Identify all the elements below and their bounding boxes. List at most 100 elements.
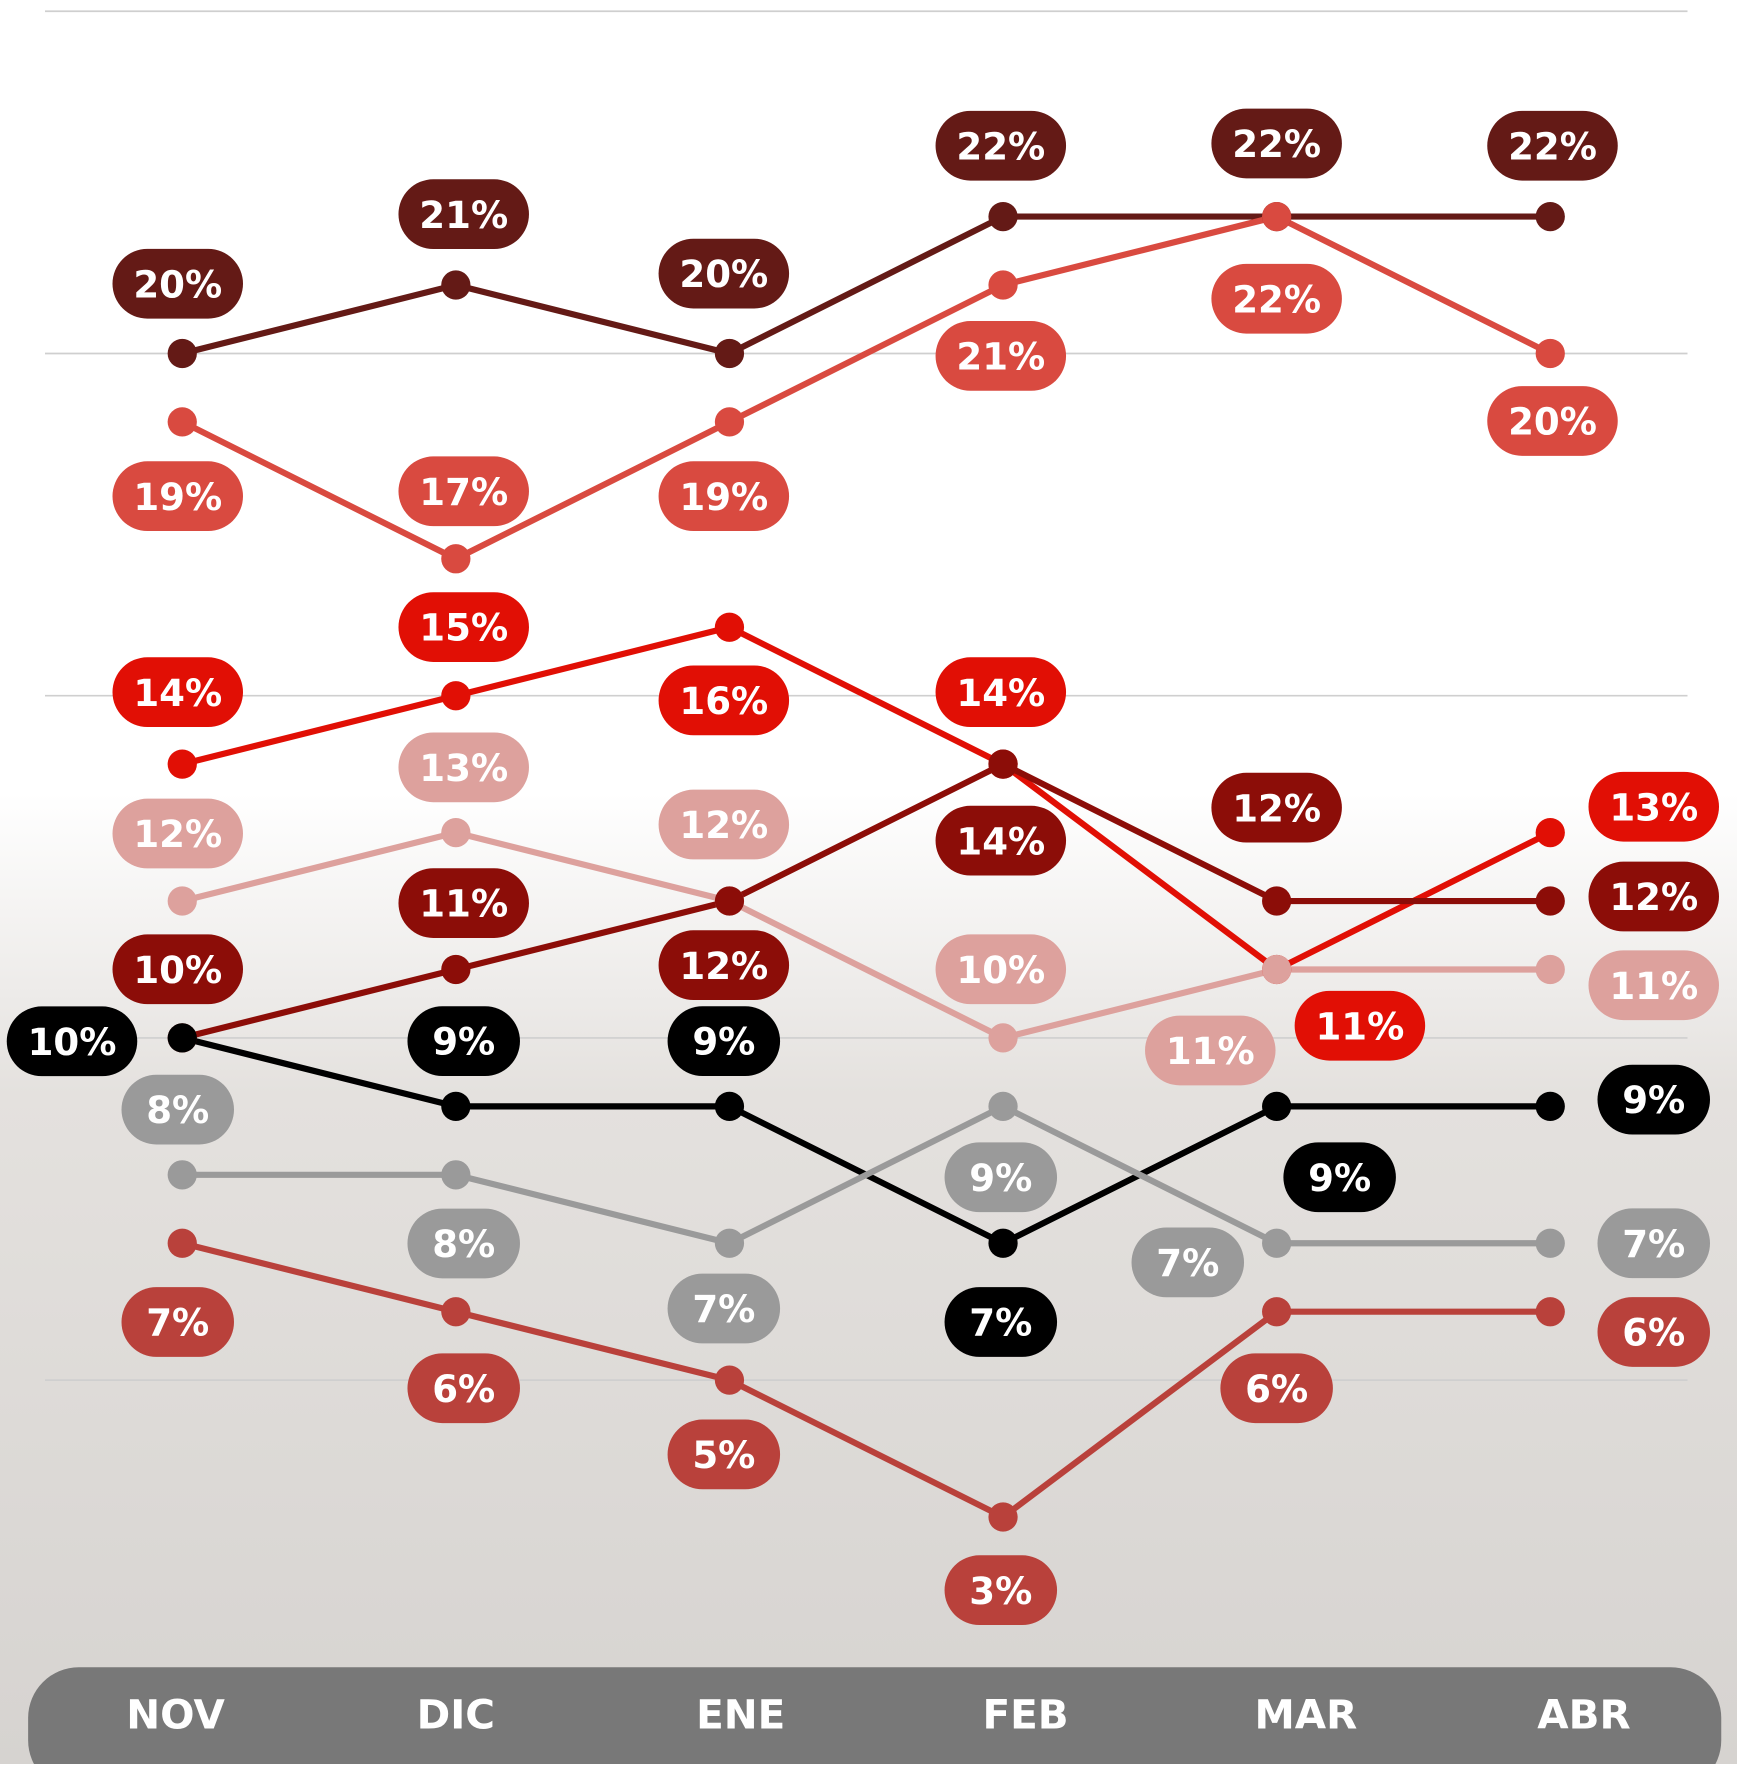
label-pill — [1211, 263, 1342, 334]
label-pill — [1220, 1353, 1333, 1424]
label-pill — [1211, 772, 1342, 843]
data-labels: 20% 21% 20% 22% 22% 22% 19% 17% 19% 21% 22% 20% 14% 1… — [6, 108, 1719, 1626]
label-pill — [944, 1142, 1058, 1213]
data-point — [1535, 201, 1565, 232]
data-label: 12% — [679, 804, 768, 847]
data-label: 16% — [679, 680, 768, 723]
label-pill — [658, 238, 790, 309]
data-point — [1262, 1091, 1292, 1121]
data-label: 17% — [419, 471, 508, 514]
data-point — [167, 1160, 197, 1190]
data-point — [1535, 1091, 1565, 1121]
label-pill — [1588, 771, 1719, 842]
data-label: 6% — [1622, 1312, 1685, 1355]
label-pill — [1211, 108, 1342, 179]
data-label: 11% — [419, 883, 508, 926]
x-tick-label: DIC — [417, 1691, 495, 1739]
data-label: 6% — [1245, 1368, 1308, 1411]
data-label: 20% — [1508, 401, 1597, 444]
data-label: 9% — [969, 1157, 1032, 1200]
data-point — [441, 544, 471, 574]
label-pill — [658, 789, 790, 860]
data-point — [167, 407, 197, 437]
data-label: 5% — [692, 1434, 755, 1477]
data-label: 15% — [419, 607, 508, 650]
label-pill — [935, 657, 1067, 728]
label-pill — [1597, 1297, 1710, 1367]
data-point — [714, 886, 745, 916]
x-tick-label: FEB — [982, 1691, 1068, 1739]
label-pill — [1131, 1227, 1245, 1298]
data-label: 6% — [432, 1368, 495, 1411]
label-pill — [658, 461, 790, 532]
label-pill — [407, 1006, 520, 1076]
data-point — [167, 1228, 197, 1258]
label-pill — [1597, 1208, 1710, 1279]
data-label: 12% — [1232, 787, 1321, 830]
data-label: 12% — [133, 813, 222, 856]
data-label: 22% — [1232, 278, 1321, 321]
label-pill — [112, 798, 243, 869]
label-pill — [658, 665, 790, 736]
label-pill — [935, 805, 1067, 876]
label-pill — [407, 1208, 520, 1279]
data-point — [167, 1023, 197, 1053]
label-pill — [1283, 1142, 1396, 1213]
data-point — [1262, 1228, 1292, 1258]
data-label: 7% — [1156, 1242, 1219, 1285]
data-label: 12% — [1609, 876, 1698, 919]
series-line — [181, 761, 1551, 1041]
label-pill — [398, 868, 529, 938]
label-pill — [398, 592, 529, 662]
data-point — [441, 270, 471, 300]
label-pill — [1294, 990, 1426, 1061]
data-label: 10% — [133, 949, 222, 992]
x-tick-label: ABR — [1537, 1691, 1630, 1739]
data-label: 22% — [956, 125, 1045, 168]
data-label: 22% — [1232, 123, 1321, 166]
data-point — [714, 612, 745, 642]
data-label: 20% — [679, 253, 768, 296]
data-point — [714, 407, 745, 437]
data-point — [714, 1365, 745, 1395]
series-line — [181, 1240, 1551, 1521]
data-label: 12% — [679, 945, 768, 988]
data-label: 9% — [692, 1021, 755, 1064]
data-label: 21% — [419, 194, 508, 237]
data-label: 7% — [969, 1302, 1032, 1345]
data-point — [714, 1091, 745, 1121]
data-point — [1262, 201, 1292, 232]
data-point — [441, 1297, 471, 1327]
data-point — [1535, 1228, 1565, 1258]
data-label: 9% — [432, 1021, 495, 1064]
data-label: 7% — [692, 1288, 755, 1331]
series-line — [181, 829, 1551, 1042]
data-point — [988, 749, 1018, 779]
label-pill — [6, 1006, 138, 1077]
data-point — [441, 817, 471, 848]
series-line — [181, 624, 1552, 973]
data-point — [1535, 817, 1565, 848]
data-point — [1535, 338, 1565, 369]
label-pill — [112, 248, 243, 319]
data-point — [1262, 886, 1292, 916]
data-point — [1535, 954, 1565, 985]
data-label: 14% — [956, 820, 1045, 863]
data-label: 10% — [956, 949, 1045, 992]
data-label: 19% — [133, 476, 222, 519]
label-pill — [1588, 861, 1719, 932]
data-label: 20% — [133, 263, 222, 306]
x-tick-label: ENE — [696, 1691, 785, 1739]
data-label: 9% — [1622, 1079, 1685, 1122]
label-pill — [1597, 1064, 1710, 1135]
label-pill — [935, 321, 1067, 391]
label-pill — [1487, 110, 1618, 181]
data-point — [988, 270, 1018, 300]
label-pill — [121, 1074, 234, 1145]
data-label: 10% — [28, 1021, 117, 1064]
label-pill — [398, 732, 529, 803]
label-pill — [1588, 950, 1719, 1021]
data-point — [441, 1091, 471, 1121]
label-pill — [658, 930, 790, 1001]
